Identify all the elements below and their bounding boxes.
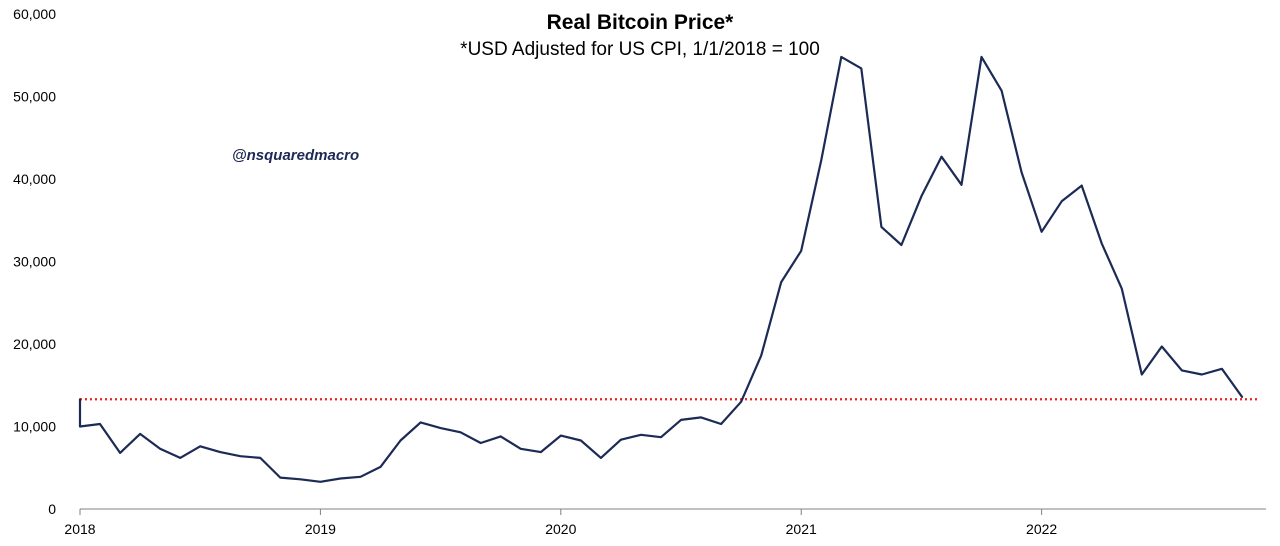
y-tick-label: 20,000	[13, 336, 56, 352]
series-group	[78, 55, 1244, 483]
x-tick-label: 2020	[545, 521, 576, 537]
y-tick-label: 30,000	[13, 254, 56, 270]
y-tick-label: 50,000	[13, 89, 56, 105]
x-axis: 2018 2019 2020 2021 2022	[64, 508, 1266, 537]
y-axis: 0 10,000 20,000 30,000 40,000 50,000 60,000	[13, 6, 56, 517]
y-tick-label: 60,000	[13, 6, 56, 22]
chart-title: Real Bitcoin Price*	[547, 11, 735, 34]
chart-subtitle: *USD Adjusted for US CPI, 1/1/2018 = 100	[460, 39, 820, 60]
x-tick-label: 2019	[305, 521, 336, 537]
y-tick-label: 0	[48, 501, 56, 517]
chart-title-group: Real Bitcoin Price* *USD Adjusted for US…	[460, 11, 820, 60]
y-tick-label: 40,000	[13, 171, 56, 187]
y-tick-label: 10,000	[13, 419, 56, 435]
x-tick-label: 2018	[64, 521, 95, 537]
series-line-real-bitcoin-price	[78, 55, 1244, 483]
x-tick-label: 2022	[1026, 521, 1057, 537]
watermark-handle: @nsquaredmacro	[232, 147, 359, 164]
x-tick-label: 2021	[786, 521, 817, 537]
